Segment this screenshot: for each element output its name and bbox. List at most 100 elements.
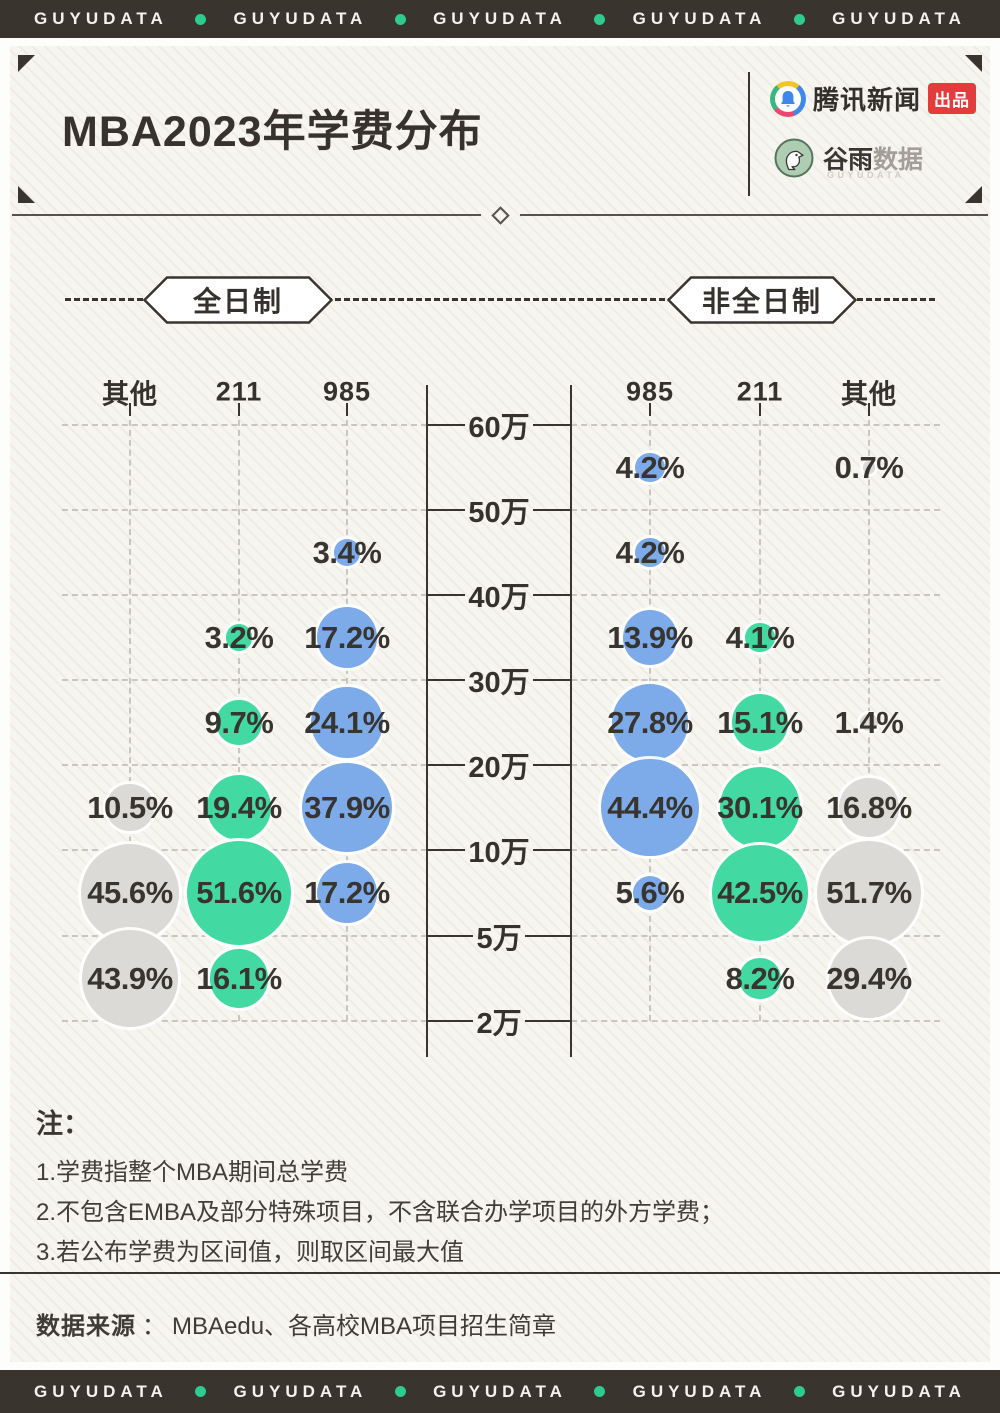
axis-tick-segment (532, 848, 572, 852)
bubble (209, 949, 269, 1008)
banner-brand-text: GUYUDATA (433, 9, 567, 28)
divider-line-right (519, 214, 988, 216)
column-header: 985 (625, 376, 675, 407)
banner-brand-text: GUYUDATA (832, 1381, 966, 1401)
axis-tick-label: 10万 (468, 837, 530, 869)
bubble-value-label: 24.1% (304, 704, 390, 740)
bubble (216, 699, 262, 746)
bubble-value-label: 37.9% (304, 789, 390, 825)
column-tick (129, 403, 131, 416)
bubble-value-label: 44.4% (607, 789, 693, 825)
bubble-value-label: 13.9% (607, 619, 693, 655)
banner-brand-text: GUYUDATA (34, 9, 168, 28)
banner-brand-text: GUYUDATA (34, 1381, 168, 1401)
header-vertical-divider (748, 72, 750, 196)
note-line-1: 1.学费指整个MBA期间总学费 (36, 1159, 349, 1186)
column-header: 其他 (102, 379, 158, 410)
guyu-label-secondary: 数据 (873, 147, 924, 174)
axis-tick-row: 20万 (427, 747, 572, 784)
bubble-value-label: 29.4% (826, 960, 912, 996)
bubble (829, 938, 909, 1019)
bubble (80, 843, 180, 943)
bubble (225, 624, 253, 651)
bubble-value-label: 42.5% (717, 875, 803, 910)
grid-line (62, 764, 427, 766)
bubble-value-label: 8.2% (725, 960, 795, 996)
axis-tick-segment (524, 934, 572, 938)
banner-dot-icon (793, 1386, 805, 1397)
bubble-value-label: 16.1% (196, 960, 282, 996)
axis-tick-label: 2万 (476, 1008, 522, 1040)
grid-line (571, 764, 940, 766)
column-tick (868, 403, 870, 416)
data-source: 数据来源 ： MBAedu、各高校MBA项目招生简章 (36, 1306, 556, 1341)
axis-tick-segment (427, 593, 466, 597)
tencent-news-icon (770, 80, 806, 117)
bubble-value-label: 5.6% (615, 875, 685, 910)
bubble (106, 783, 154, 832)
page-title: MBA2023年学费分布 (62, 108, 483, 156)
bubble-value-label: 16.8% (826, 789, 912, 825)
axis-tick-segment (427, 678, 466, 682)
banner-brand-text: GUYUDATA (433, 1381, 567, 1401)
axis-line (426, 385, 428, 1057)
banner-brand-text: GUYUDATA (632, 1381, 767, 1401)
bubble (712, 845, 808, 941)
corner-mark-top-left (18, 55, 35, 72)
grid-line (62, 594, 427, 596)
bottom-banner: GUYUDATA GUYUDATA GUYUDATA GUYUDATA GUYUDATA (0, 1370, 1000, 1413)
bubble-value-label: 51.7% (826, 875, 912, 910)
axis-tick-row: 2万 (427, 1003, 572, 1040)
bubble-value-label: 15.1% (717, 704, 803, 740)
axis-tick-segment (532, 678, 572, 682)
axis-tick-label: 50万 (468, 497, 530, 529)
banner-dot-icon (594, 1386, 606, 1397)
column-tick (649, 403, 651, 416)
bubble (316, 862, 378, 924)
bubble (816, 840, 922, 946)
bubble (635, 452, 665, 483)
grid-line (571, 1020, 940, 1022)
bubble-value-label: 43.9% (87, 960, 173, 996)
footer-divider (0, 1272, 1000, 1274)
column-header: 211 (215, 376, 263, 407)
column-header: 其他 (841, 379, 897, 410)
bubble (311, 686, 383, 759)
top-banner: GUYUDATA GUYUDATA GUYUDATA GUYUDATA GUYUDATA (0, 0, 1000, 38)
pill-label-full-time: 全日制 (192, 286, 283, 317)
axis-tick-row: 40万 (427, 577, 572, 614)
axis-tick-row: 5万 (427, 918, 572, 955)
data-source-separator: ： (142, 1313, 166, 1340)
bubble-value-label: 9.7% (204, 704, 274, 740)
pill-label-part-time: 非全日制 (701, 286, 822, 317)
axis-tick-label: 30万 (468, 667, 530, 699)
bubble-value-label: 19.4% (196, 789, 282, 825)
axis-tick-segment (532, 508, 572, 512)
bubble-value-label: 1.4% (834, 704, 904, 740)
bubble (632, 875, 668, 911)
column-tick (238, 403, 240, 416)
banner-dot-icon (394, 1386, 406, 1397)
data-source-label: 数据来源 (36, 1313, 136, 1340)
bubble (745, 622, 775, 653)
axis-tick-segment (524, 1019, 572, 1023)
column-header: 211 (736, 376, 784, 407)
banner-dot-icon (394, 13, 406, 25)
axis-tick-label: 5万 (476, 923, 522, 955)
tencent-news-label: 腾讯新闻 (813, 85, 922, 115)
banner-brand-text: GUYUDATA (233, 1381, 368, 1401)
bubble-value-label: 51.6% (196, 875, 282, 910)
bubble (601, 758, 699, 857)
bubble (302, 762, 392, 853)
note-line-3: 3.若公布学费为区间值，则取区间最大值 (36, 1239, 465, 1266)
axis-tick-segment (532, 763, 572, 767)
bubble-value-label: 17.2% (304, 875, 390, 910)
bubble (731, 694, 789, 751)
axis-tick-row: 50万 (427, 492, 572, 529)
chupin-badge: 出品 (928, 83, 977, 114)
tab-part-time: 非全日制 (667, 276, 857, 324)
banner-dot-icon (195, 1386, 207, 1397)
grid-line (62, 424, 427, 426)
column-tick (759, 403, 761, 416)
